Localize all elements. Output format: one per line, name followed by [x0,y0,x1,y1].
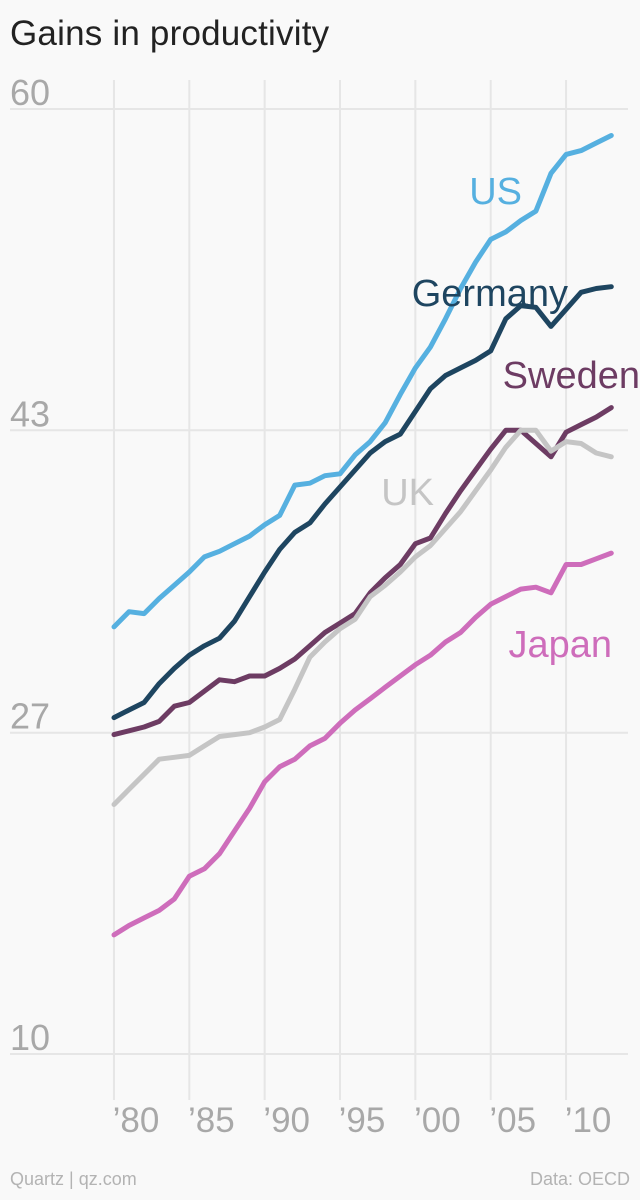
x-tick-label: ’90 [263,1101,310,1140]
series-label-uk: UK [381,472,434,514]
series-line-uk [111,427,614,807]
x-tick-label: ’05 [489,1101,536,1140]
x-tick-label: ’00 [414,1101,461,1140]
series-label-germany: Germany [412,273,568,315]
x-tick-label: ’10 [565,1101,612,1140]
series-labels: US Germany Sweden UK Japan [381,171,640,666]
y-tick-label: 10 [10,1017,50,1058]
y-tick-label: 27 [10,696,50,737]
series-line-germany [111,284,614,721]
grid-lines [10,80,628,1100]
series-line-us [111,133,614,630]
series-lines [111,133,614,938]
series-label-us: US [469,171,522,213]
series-line-japan [111,550,614,938]
series-label-japan: Japan [508,624,612,666]
data-source: Data: OECD [529,1169,630,1189]
x-axis-ticks: ’80 ’85 ’90 ’95 ’00 ’05 ’10 [113,1101,612,1140]
x-tick-label: ’80 [113,1101,160,1140]
x-tick-label: ’85 [188,1101,235,1140]
y-tick-label: 43 [10,393,50,434]
y-axis-ticks: 10 27 43 60 [10,72,50,1058]
y-tick-label: 60 [10,72,50,113]
x-tick-label: ’95 [339,1101,386,1140]
series-label-sweden: Sweden [503,355,640,397]
source-credit: Quartz | qz.com [10,1169,137,1189]
series-line-sweden [111,405,614,738]
chart-title: Gains in productivity [10,14,330,53]
